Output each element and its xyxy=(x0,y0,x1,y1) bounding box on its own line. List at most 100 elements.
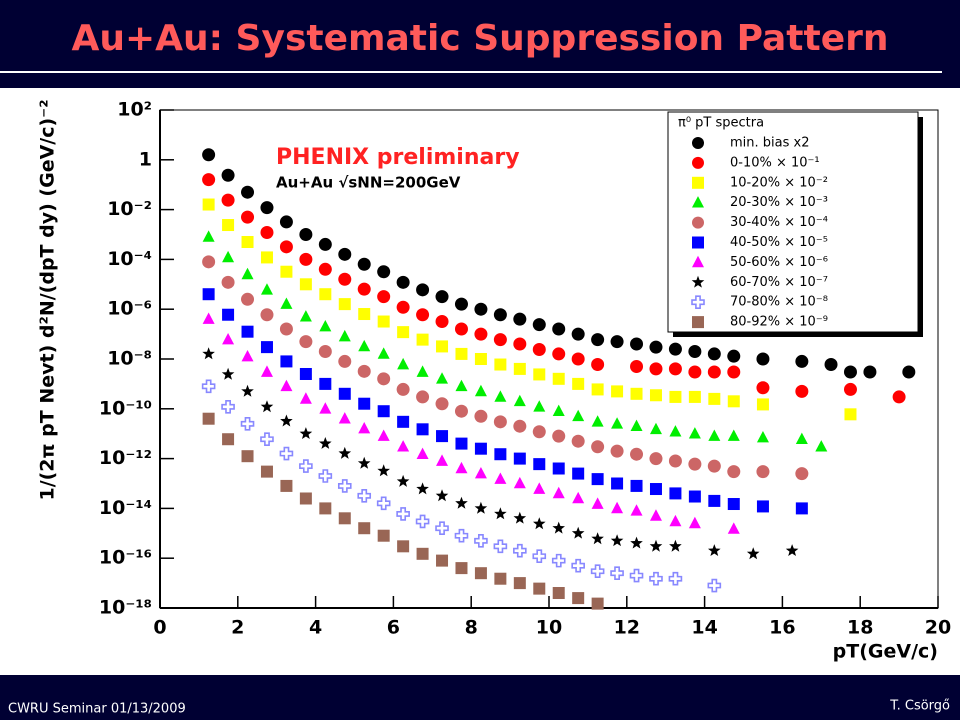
point xyxy=(377,265,391,279)
point xyxy=(474,353,487,365)
point xyxy=(649,389,662,402)
point xyxy=(572,592,585,605)
point xyxy=(396,275,410,289)
x-axis-label: pT(GeV/c) xyxy=(833,641,938,663)
annotation: Au+Au √sNN=200GeV xyxy=(276,174,461,192)
y-tick-label: 10⁻¹⁰ xyxy=(99,397,152,419)
series xyxy=(202,198,857,421)
point xyxy=(474,302,488,316)
point xyxy=(338,329,351,342)
point xyxy=(815,440,828,452)
point xyxy=(221,193,235,207)
point xyxy=(222,219,235,232)
point xyxy=(649,340,663,354)
point xyxy=(222,308,235,321)
point xyxy=(241,267,254,280)
point xyxy=(629,568,644,583)
point xyxy=(221,367,235,380)
point xyxy=(611,385,624,398)
point xyxy=(338,412,351,424)
point xyxy=(649,483,662,496)
point xyxy=(727,365,741,379)
point xyxy=(416,390,430,404)
point xyxy=(338,272,352,286)
point xyxy=(377,347,390,359)
point xyxy=(668,571,683,586)
point xyxy=(532,343,546,357)
footer-right: T. Csörgő xyxy=(889,699,950,714)
point xyxy=(727,395,740,408)
point xyxy=(795,467,809,481)
point xyxy=(513,394,526,407)
point xyxy=(454,322,468,336)
point xyxy=(279,240,293,254)
point xyxy=(688,427,701,439)
point xyxy=(533,400,546,412)
legend-label: min. bias x2 xyxy=(730,136,809,151)
point xyxy=(240,416,255,431)
point xyxy=(455,562,468,575)
point xyxy=(707,578,722,593)
legend-label: 10-20% × 10⁻² xyxy=(730,175,828,190)
point xyxy=(649,509,662,521)
x-tick-label: 18 xyxy=(847,617,873,639)
point xyxy=(357,489,372,503)
point xyxy=(338,247,352,261)
point xyxy=(396,507,410,521)
y-tick-label: 10⁻⁶ xyxy=(107,298,152,320)
point xyxy=(357,456,371,469)
point xyxy=(260,283,273,295)
point xyxy=(591,440,605,454)
point xyxy=(397,326,410,339)
point xyxy=(299,228,313,241)
point xyxy=(222,333,235,345)
point xyxy=(708,392,721,405)
point xyxy=(241,384,254,397)
point xyxy=(260,308,274,322)
series xyxy=(202,288,808,515)
point xyxy=(649,422,662,435)
point xyxy=(416,333,429,346)
point xyxy=(435,315,449,329)
point xyxy=(611,417,624,429)
point xyxy=(649,571,663,586)
point xyxy=(299,492,312,505)
point xyxy=(669,390,682,403)
point xyxy=(513,362,526,375)
point xyxy=(649,452,663,466)
y-tick-label: 10² xyxy=(117,99,152,121)
point xyxy=(707,459,721,473)
point xyxy=(260,432,274,447)
legend-marker xyxy=(692,216,704,229)
point xyxy=(493,308,507,322)
point xyxy=(299,310,312,322)
point xyxy=(280,379,293,392)
point xyxy=(688,390,701,403)
point xyxy=(416,447,429,460)
y-axis-label: 1/(2π pT Nevt) d²N/(dpT dy) (GeV/c)⁻² xyxy=(37,99,59,500)
point xyxy=(795,354,809,368)
point xyxy=(551,553,566,568)
point xyxy=(279,446,294,461)
point xyxy=(494,572,507,585)
point xyxy=(572,491,585,504)
point xyxy=(669,425,682,437)
point xyxy=(571,327,585,341)
point xyxy=(279,215,293,229)
point xyxy=(222,250,235,263)
point xyxy=(454,297,468,311)
point xyxy=(727,522,740,534)
point xyxy=(493,333,507,347)
series xyxy=(202,148,916,379)
series xyxy=(202,347,799,560)
point xyxy=(474,442,487,455)
point xyxy=(727,429,740,441)
x-tick-label: 4 xyxy=(309,617,322,639)
point xyxy=(591,358,605,372)
point xyxy=(221,275,235,289)
point xyxy=(376,496,391,511)
x-tick-label: 16 xyxy=(769,617,795,639)
point xyxy=(552,322,566,336)
point xyxy=(610,335,624,349)
legend-label: 20-30% × 10⁻³ xyxy=(730,195,828,210)
